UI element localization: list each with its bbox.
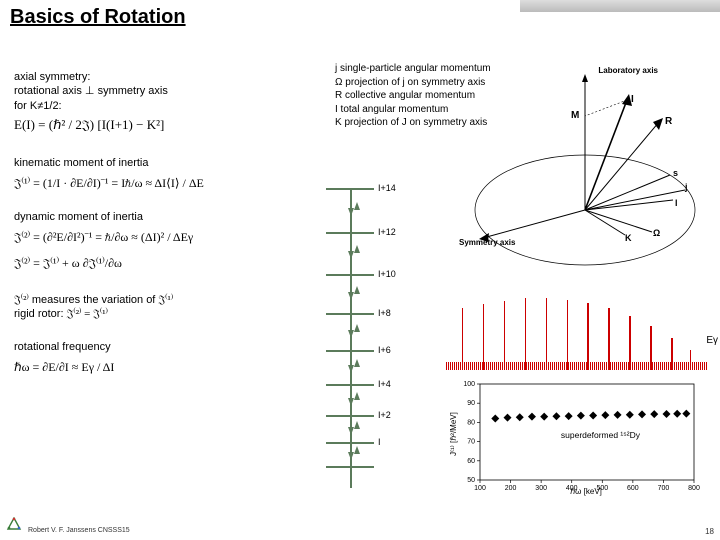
- ladder-arrow-up-icon: [354, 446, 360, 454]
- ladder-label: I+6: [378, 345, 391, 355]
- axial-line3: for K≠1/2:: [14, 99, 284, 113]
- vec-j: j: [685, 182, 688, 192]
- variation-block: 𝔍⁽²⁾ measures the variation of 𝔍⁽¹⁾ rigi…: [14, 293, 284, 322]
- ladder-arrow-up-icon: [354, 421, 360, 429]
- svg-text:300: 300: [535, 485, 547, 492]
- svg-text:60: 60: [467, 458, 475, 465]
- superdef-annotation: superdeformed ¹⁵²Dy: [561, 430, 640, 440]
- svg-text:70: 70: [467, 439, 475, 446]
- svg-text:100: 100: [474, 485, 486, 492]
- kinematic-block: kinematic moment of inertia 𝔍⁽¹⁾ = (1/I …: [14, 156, 284, 192]
- vec-omega: Ω: [653, 228, 660, 238]
- ladder-rung: [326, 188, 374, 190]
- spectrum-peak: [671, 338, 673, 370]
- ladder-label: I+4: [378, 379, 391, 389]
- svg-text:100: 100: [463, 381, 475, 388]
- eq-dynamic2: 𝔍⁽²⁾ = 𝔍⁽¹⁾ + ω ∂𝔍⁽¹⁾/∂ω: [14, 256, 284, 272]
- ladder-arrow-up-icon: [354, 359, 360, 367]
- spectrum-peak: [650, 326, 652, 370]
- ylabel: J⁽¹⁾ [ℏ²/MeV]: [449, 412, 458, 456]
- variation-line2: rigid rotor: 𝔍⁽²⁾ = 𝔍⁽¹⁾: [14, 307, 284, 321]
- ladder-rung: [326, 232, 374, 234]
- ladder-arrow-up-icon: [354, 245, 360, 253]
- spectrum-peak: [608, 308, 610, 370]
- axial-line2: rotational axis ⊥ symmetry axis: [14, 84, 284, 98]
- angular-momentum-diagram: Laboratory axis Symmetry axis I R M j s …: [455, 70, 710, 275]
- eq-energy: E(I) = (ℏ² / 2𝔍) [I(I+1) − K²]: [14, 117, 284, 134]
- egamma-label: Eγ: [706, 335, 718, 346]
- xlabel: ℏω [keV]: [570, 487, 602, 496]
- dynamic-block: dynamic moment of inertia 𝔍⁽²⁾ = (∂²E/∂I…: [14, 210, 284, 271]
- vec-l: l: [675, 198, 678, 208]
- dynamic-title: dynamic moment of inertia: [14, 210, 284, 224]
- axial-block: axial symmetry: rotational axis ⊥ symmet…: [14, 70, 284, 134]
- ladder-rung: [326, 384, 374, 386]
- svg-text:700: 700: [658, 485, 670, 492]
- spectrum-baseline: [446, 362, 708, 370]
- page-title: Basics of Rotation: [10, 6, 186, 29]
- spectrum-peak: [690, 350, 692, 370]
- vec-m: M: [571, 110, 579, 121]
- svg-text:50: 50: [467, 477, 475, 484]
- vec-k: K: [625, 233, 632, 243]
- svg-text:800: 800: [688, 485, 700, 492]
- ladder-label: I+8: [378, 308, 391, 318]
- ladder-rung: [326, 466, 374, 468]
- footer-logo-icon: [6, 517, 22, 536]
- spectrum-peak: [546, 298, 548, 370]
- spectrum-peak: [462, 308, 464, 370]
- ladder-rung: [326, 350, 374, 352]
- spectrum-peak: [567, 300, 569, 370]
- ladder-rung: [326, 274, 374, 276]
- footer-text: Robert V. F. Janssens CNSSS15: [28, 527, 130, 534]
- ladder-arrow-up-icon: [354, 392, 360, 400]
- left-column: axial symmetry: rotational axis ⊥ symmet…: [14, 70, 284, 394]
- eq-dynamic1: 𝔍⁽²⁾ = (∂²E/∂I²)⁻¹ = ℏ/∂ω ≈ (ΔI)² / ΔEγ: [14, 230, 284, 246]
- page-number: 18: [705, 527, 714, 536]
- ladder-label: I+10: [378, 269, 396, 279]
- header-bar: [520, 0, 720, 12]
- svg-text:200: 200: [505, 485, 517, 492]
- rotfreq-title: rotational frequency: [14, 340, 284, 354]
- vec-i: I: [631, 94, 634, 105]
- spectrum-peak: [483, 304, 485, 370]
- spectrum-peak: [629, 316, 631, 370]
- rotfreq-block: rotational frequency ℏω = ∂E/∂I ≈ Eγ / Δ…: [14, 340, 284, 376]
- ladder-label: I+12: [378, 227, 396, 237]
- kinematic-title: kinematic moment of inertia: [14, 156, 284, 170]
- spectrum-peak: [525, 298, 527, 370]
- axial-line1: axial symmetry:: [14, 70, 284, 84]
- svg-text:80: 80: [467, 419, 475, 426]
- ladder-rung: [326, 442, 374, 444]
- vec-r: R: [665, 116, 672, 127]
- ladder-arrow-up-icon: [354, 202, 360, 210]
- ladder-label: I+14: [378, 183, 396, 193]
- ladder-rung: [326, 415, 374, 417]
- ladder-arrow-up-icon: [354, 286, 360, 294]
- spectrum-peak: [587, 303, 589, 370]
- eq-rotfreq: ℏω = ∂E/∂I ≈ Eγ / ΔI: [14, 360, 284, 376]
- ladder-label: I: [378, 437, 381, 447]
- ladder-rung: [326, 313, 374, 315]
- svg-text:600: 600: [627, 485, 639, 492]
- ladder-arrow-up-icon: [354, 324, 360, 332]
- gamma-spectrum: [446, 290, 708, 370]
- svg-text:90: 90: [467, 400, 475, 407]
- sym-axis-label: Symmetry axis: [459, 238, 515, 247]
- lab-axis-label: Laboratory axis: [598, 66, 658, 75]
- eq-kinematic: 𝔍⁽¹⁾ = (1/I · ∂E/∂I)⁻¹ = Iℏ/ω ≈ ΔI⟨I⟩ / …: [14, 176, 284, 192]
- vec-s: s: [673, 168, 678, 178]
- variation-line1: 𝔍⁽²⁾ measures the variation of 𝔍⁽¹⁾: [14, 293, 284, 307]
- spectrum-peak: [504, 301, 506, 370]
- ladder-label: I+2: [378, 410, 391, 420]
